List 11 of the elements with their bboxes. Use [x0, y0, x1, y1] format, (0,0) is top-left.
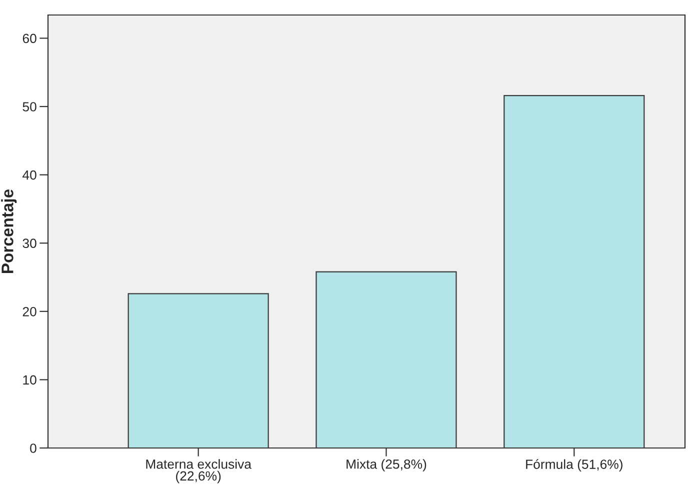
y-tick-label: 30 — [22, 238, 36, 248]
y-tick-label: 10 — [23, 375, 36, 385]
y-tick-label: 60 — [22, 34, 36, 44]
y-tick-label: 40 — [22, 170, 36, 180]
y-tick-label: 50 — [22, 102, 36, 112]
y-tick-label: 20 — [22, 306, 36, 316]
x-tick-label: Mixta (25,8%) — [346, 459, 426, 472]
y-tick-label: 0 — [30, 444, 36, 453]
x-tick-label: Fórmula (51,6%) — [526, 459, 622, 472]
y-axis-title: Porcentaje — [1, 189, 17, 273]
x-tick-label: Materna exclusiva (22,6%) — [146, 459, 252, 484]
